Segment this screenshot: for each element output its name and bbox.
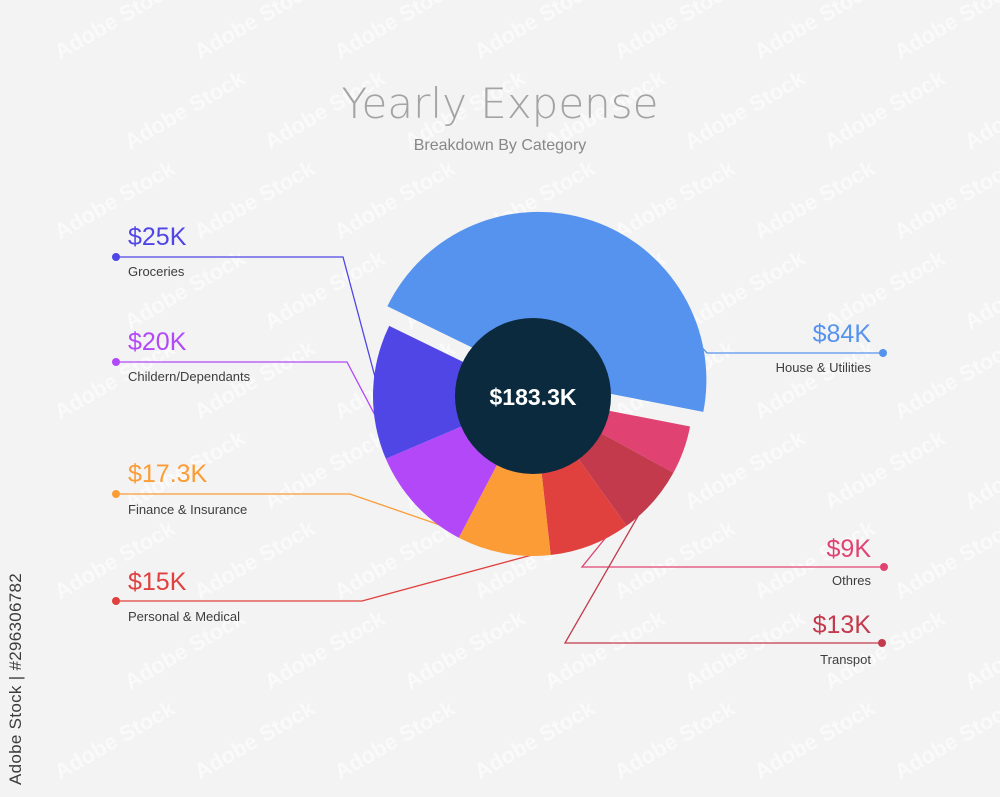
watermark-text: Adobe Stock [610, 515, 740, 604]
value-label-house-utilities: $84K [813, 320, 872, 348]
watermark-text: Adobe Stock [890, 695, 1000, 784]
watermark-text: Adobe Stock [120, 245, 250, 334]
watermark-text: Adobe Stock [610, 155, 740, 244]
connector-dot-finance-insurance [112, 490, 120, 498]
watermark-text: Adobe Stock [400, 605, 530, 694]
value-label-childern-dependants: $20K [128, 328, 187, 356]
watermark-text: Adobe Stock [190, 0, 320, 64]
connector-dot-childern-dependants [112, 358, 120, 366]
connector-transpot [563, 497, 882, 644]
value-label-personal-medical: $15K [128, 568, 187, 596]
value-label-groceries: $25K [128, 223, 187, 251]
watermark-text: Adobe Stock [470, 0, 600, 64]
watermark-text: Adobe Stock [680, 245, 810, 334]
category-label-finance-insurance: Finance & Insurance [128, 502, 247, 517]
watermark-text: Adobe Stock [610, 695, 740, 784]
watermark-text: Adobe Stock [750, 0, 880, 64]
value-label-finance-insurance: $17.3K [128, 460, 208, 488]
watermark-text: Adobe Stock [820, 65, 950, 154]
watermark-text: Adobe Stock [890, 0, 1000, 64]
watermark-text: Adobe Stock [890, 155, 1000, 244]
connector-dot-house-utilities [879, 349, 887, 357]
chart-title: Yearly Expense [341, 79, 658, 128]
watermark-text: Adobe Stock [750, 695, 880, 784]
watermark-text: Adobe Stock [960, 425, 1000, 514]
category-label-childern-dependants: Childern/Dependants [128, 369, 251, 384]
watermark-text: Adobe Stock [330, 515, 460, 604]
watermark-text: Adobe Stock [750, 155, 880, 244]
connector-dot-othres [880, 563, 888, 571]
value-label-transpot: $13K [813, 611, 872, 639]
watermark-text: Adobe Stock [610, 0, 740, 64]
connector-personal-medical [116, 539, 589, 602]
watermark-text: Adobe Stock [50, 0, 180, 64]
category-label-othres: Othres [832, 573, 872, 588]
total-center-circle [455, 318, 611, 474]
connector-dot-transpot [878, 639, 886, 647]
total-value-label: $183.3K [490, 384, 577, 410]
watermark-side-text: Adobe Stock | #296306782 [6, 572, 25, 785]
category-label-personal-medical: Personal & Medical [128, 609, 240, 624]
watermark-text: Adobe Stock [470, 695, 600, 784]
watermark-text: Adobe Stock [750, 335, 880, 424]
watermark-text: Adobe Stock [330, 155, 460, 244]
watermark-text: Adobe Stock [330, 0, 460, 64]
watermark-text: Adobe Stock [680, 65, 810, 154]
connector-dot-groceries [112, 253, 120, 261]
watermark-text: Adobe Stock [190, 515, 320, 604]
connector-dot-personal-medical [112, 597, 120, 605]
watermark-text: Adobe Stock [330, 695, 460, 784]
watermark-text: Adobe Stock [820, 425, 950, 514]
value-label-othres: $9K [827, 535, 872, 563]
watermark-text: Adobe Stock [50, 695, 180, 784]
category-label-transpot: Transpot [820, 652, 871, 667]
category-label-house-utilities: House & Utilities [776, 360, 872, 375]
category-label-groceries: Groceries [128, 264, 185, 279]
watermark-text: Adobe Stock [190, 155, 320, 244]
watermark-text: Adobe Stock [680, 425, 810, 514]
watermark-text: Adobe Stock [960, 65, 1000, 154]
watermark-text: Adobe Stock [260, 245, 390, 334]
category-labels: $84K House & Utilities $9K Othres $13K Transp… [128, 223, 871, 667]
watermark-text: Adobe Stock [890, 335, 1000, 424]
watermark-text: Adobe Stock [120, 65, 250, 154]
watermark-text: Adobe Stock [540, 605, 670, 694]
watermark-text: Adobe Stock [890, 515, 1000, 604]
watermark-text: Adobe Stock [960, 245, 1000, 334]
chart-subtitle: Breakdown By Category [414, 137, 587, 154]
connector-groceries [116, 256, 380, 393]
watermark-text: Adobe Stock [680, 605, 810, 694]
watermark-text: Adobe Stock [960, 605, 1000, 694]
watermark-text: Adobe Stock [190, 695, 320, 784]
watermark-text: Adobe Stock [260, 605, 390, 694]
slice-house-utilities [387, 211, 707, 412]
slice-groceries [373, 325, 533, 459]
